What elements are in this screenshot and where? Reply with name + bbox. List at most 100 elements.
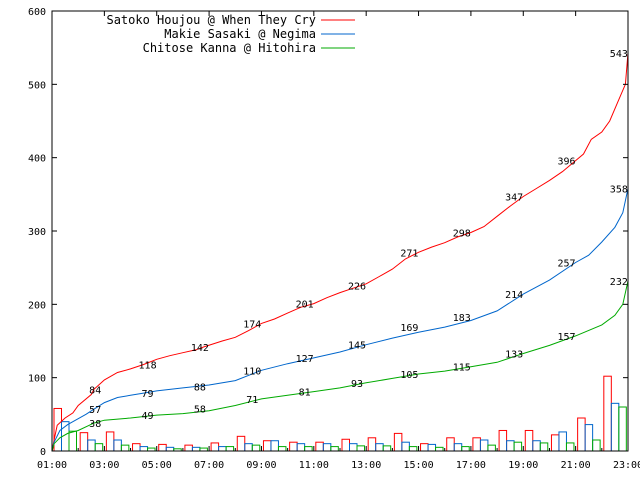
hourly-bar [453, 443, 463, 452]
series-line-1 [51, 52, 629, 452]
hourly-bar [244, 443, 253, 452]
hourly-bar [356, 445, 365, 452]
hourly-bar [225, 446, 235, 452]
data-label: 58 [194, 404, 206, 415]
data-label: 226 [348, 281, 366, 292]
data-labels: 84 118 142 174 201 226 271 298 347 396 543 57 79 88 11… [89, 49, 628, 430]
hourly-bar [498, 429, 508, 452]
data-label: 183 [453, 313, 471, 324]
hourly-bar [210, 442, 220, 452]
data-label: 174 [243, 319, 261, 330]
y-tick-label: 0 [40, 447, 46, 458]
data-label: 271 [400, 248, 418, 259]
hourly-bar [349, 443, 358, 452]
data-label: 110 [243, 366, 261, 377]
data-label: 543 [610, 49, 628, 60]
hourly-bar [120, 444, 130, 452]
hourly-bar [322, 443, 332, 452]
data-label: 214 [505, 290, 523, 301]
data-label: 84 [89, 385, 101, 396]
hourly-bar [382, 445, 392, 452]
hourly-bar [375, 443, 384, 452]
data-label: 396 [557, 157, 575, 168]
hourly-bar [262, 440, 272, 452]
y-tick-label: 100 [28, 374, 46, 385]
data-label: 81 [299, 388, 311, 399]
x-tick-label: 13:00 [351, 460, 381, 471]
x-tick-label: 01:00 [37, 460, 67, 471]
hourly-bar [618, 406, 627, 452]
hourly-bar [184, 444, 193, 452]
hourly-bar [420, 443, 429, 452]
hourly-bar [446, 437, 455, 452]
hourly-bar [277, 446, 287, 452]
x-tick-label: 11:00 [299, 460, 329, 471]
hourly-bar [139, 446, 149, 452]
hourly-bar [158, 443, 167, 452]
hourly-bar [218, 446, 227, 452]
hourly-bar [461, 446, 470, 452]
data-label: 79 [142, 389, 154, 400]
data-label: 49 [142, 411, 154, 422]
hourly-bar [506, 440, 515, 452]
hourly-bar [393, 432, 403, 452]
data-label: 169 [400, 323, 418, 334]
hourly-bar [296, 443, 306, 452]
hourly-bar [367, 437, 377, 452]
hourly-bar [304, 446, 313, 452]
hourly-bar [592, 439, 601, 452]
hourly-bar [341, 438, 350, 452]
hourly-bar [584, 424, 594, 452]
hourly-bar [565, 442, 575, 452]
data-label: 93 [351, 379, 363, 390]
hourly-bar [603, 375, 612, 452]
data-label: 142 [191, 343, 209, 354]
data-label: 201 [296, 300, 314, 311]
hourly-bar [315, 441, 324, 452]
data-label: 347 [505, 193, 523, 204]
data-label: 358 [610, 184, 628, 195]
hourly-bar [539, 442, 549, 452]
hourly-bar [472, 437, 481, 452]
y-tick-label: 300 [28, 227, 46, 238]
hourly-bar [479, 439, 489, 452]
x-tick-label: 23:00 [613, 460, 640, 471]
data-label: 57 [89, 405, 101, 416]
data-label: 232 [610, 277, 628, 288]
hourly-bar [270, 440, 279, 452]
data-label: 145 [348, 341, 366, 352]
data-label: 105 [400, 370, 418, 381]
hourly-bar [251, 444, 261, 452]
hourly-bar [236, 435, 246, 452]
data-label: 38 [89, 419, 101, 430]
legend-label: Makie Sasaki @ Negima [164, 27, 316, 41]
x-tick-label: 17:00 [456, 460, 486, 471]
hourly-bar [427, 443, 437, 452]
hourly-bar [289, 441, 298, 452]
hourly-bar [68, 430, 77, 452]
hourly-bar [487, 444, 496, 452]
x-tick-label: 21:00 [561, 460, 591, 471]
y-tick-label: 600 [28, 7, 46, 18]
data-label: 133 [505, 349, 523, 360]
hourly-bar [401, 441, 410, 452]
hourly-bar [550, 434, 560, 452]
axes: 0 100 200 300 400 500 600 01:00 03:00 05:00 07:00 0… [28, 7, 640, 471]
hourly-bar [79, 432, 89, 452]
data-label: 88 [194, 382, 206, 393]
hourly-bar [435, 446, 444, 452]
data-label: 127 [296, 354, 314, 365]
hourly-bar [113, 439, 122, 452]
hourly-bar [87, 439, 96, 452]
x-tick-label: 05:00 [142, 460, 172, 471]
y-tick-label: 500 [28, 80, 46, 91]
series-lines [51, 52, 629, 452]
hourly-bar [165, 446, 175, 452]
plot-frame [51, 10, 629, 452]
x-tick-label: 19:00 [508, 460, 538, 471]
hourly-bar [558, 431, 567, 452]
x-tick-label: 15:00 [403, 460, 433, 471]
x-tick-label: 03:00 [89, 460, 119, 471]
